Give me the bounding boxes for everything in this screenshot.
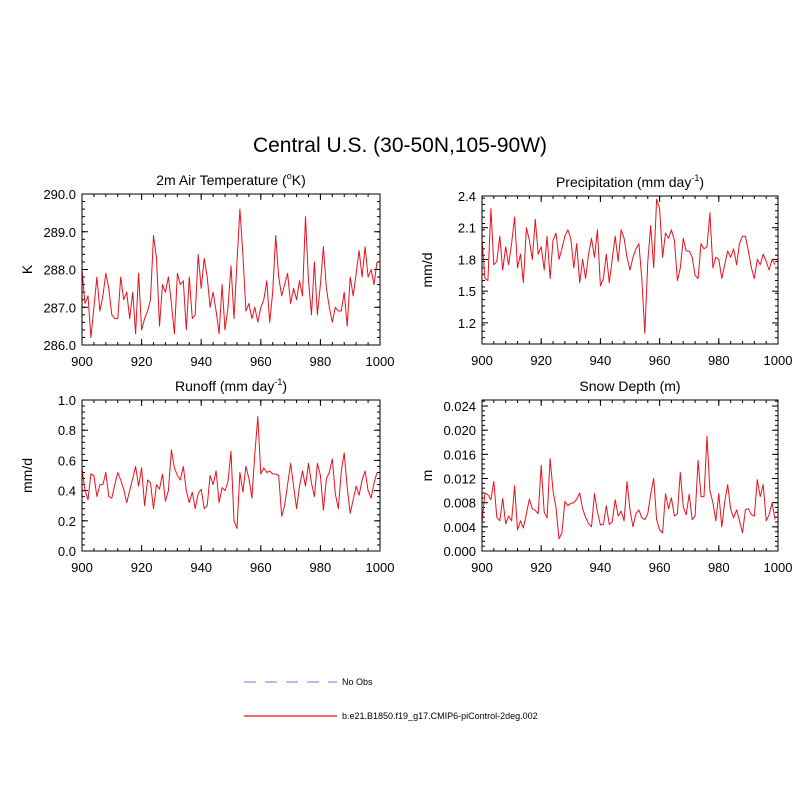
legend-label-no-obs: No Obs [342, 677, 373, 687]
precipitation-y-tick-label: 2.1 [458, 221, 476, 236]
precipitation-y-axis-label: mm/d [419, 253, 435, 288]
runoff-x-tick-label: 960 [250, 560, 272, 575]
air-temperature-y-axis-label: K [19, 264, 35, 274]
snow-depth-y-tick-label: 0.016 [443, 447, 476, 462]
air-temperature-x-tick-label: 940 [190, 354, 212, 369]
air-temperature-title-superscript: o [287, 171, 292, 181]
runoff-x-tick-label: 900 [71, 560, 93, 575]
runoff-x-tick-label: 1000 [366, 560, 395, 575]
precipitation-y-tick-label: 1.5 [458, 284, 476, 299]
runoff-series-line [81, 416, 378, 529]
figure-title: Central U.S. (30-50N,105-90W) [253, 134, 547, 157]
panel-air-temperature: 2m Air Temperature (oK) K 900 920 940 960 980 1… [19, 171, 394, 369]
snow-depth-y-tick-label: 0.024 [443, 399, 476, 414]
snow-depth-series-line [481, 435, 776, 540]
air-temperature-y-tick-label: 288.0 [43, 263, 76, 278]
precipitation-title: Precipitation (mm day-1) [556, 173, 704, 190]
air-temperature-x-tick-label: 920 [131, 354, 153, 369]
precipitation-x-tick-label: 980 [708, 353, 730, 368]
runoff-y-tick-label: 0.0 [58, 544, 76, 559]
air-temperature-title-suffix: K) [292, 172, 306, 188]
precipitation-y-tick-label: 1.2 [458, 316, 476, 331]
runoff-y-tick-label: 1.0 [58, 393, 76, 408]
precipitation-x-tick-label: 940 [590, 353, 612, 368]
runoff-x-tick-label: 940 [190, 560, 212, 575]
air-temperature-y-tick-label: 286.0 [43, 338, 76, 353]
snow-depth-plot-frame [481, 399, 779, 552]
air-temperature-y-tick-label: 290.0 [43, 187, 76, 202]
panel-precipitation: Precipitation (mm day-1) mm/d 900 920 940 960… [419, 173, 792, 368]
precipitation-title-superscript: -1 [691, 173, 699, 183]
snow-depth-x-tick-label: 920 [530, 560, 552, 575]
panel-runoff: Runoff (mm day-1) mm/d 900 920 940 960 980 1000… [19, 377, 394, 575]
runoff-title: Runoff (mm day-1) [175, 377, 287, 394]
snow-depth-y-tick-label: 0.020 [443, 423, 476, 438]
legend-label-model: b.e21.B1850.f19_g17.CMIP6-piControl-2deg… [342, 711, 538, 721]
snow-depth-x-tick-label: 900 [471, 560, 493, 575]
air-temperature-y-tick-label: 287.0 [43, 300, 76, 315]
snow-depth-y-axis-label: m [419, 470, 435, 482]
runoff-y-tick-label: 0.2 [58, 514, 76, 529]
runoff-y-tick-label: 0.8 [58, 423, 76, 438]
precipitation-title-text: Precipitation (mm day [556, 174, 691, 190]
runoff-title-text: Runoff (mm day [175, 378, 274, 394]
snow-depth-y-tick-label: 0.008 [443, 496, 476, 511]
runoff-title-suffix: ) [282, 378, 287, 394]
snow-depth-title: Snow Depth (m) [579, 378, 680, 394]
snow-depth-y-tick-label: 0.012 [443, 472, 476, 487]
runoff-x-tick-label: 920 [131, 560, 153, 575]
precipitation-y-tick-label: 2.4 [458, 189, 476, 204]
runoff-y-axis-label: mm/d [19, 458, 35, 493]
snow-depth-x-tick-label: 960 [649, 560, 671, 575]
precipitation-plot-frame [481, 195, 779, 345]
precipitation-series-line [481, 198, 776, 334]
precipitation-y-tick-label: 1.8 [458, 252, 476, 267]
precipitation-x-tick-label: 960 [649, 353, 671, 368]
air-temperature-title-text: 2m Air Temperature ( [156, 172, 287, 188]
air-temperature-y-tick-label: 289.0 [43, 225, 76, 240]
air-temperature-series-line [81, 208, 378, 338]
precipitation-x-tick-label: 900 [471, 353, 493, 368]
runoff-title-superscript: -1 [274, 377, 282, 387]
air-temperature-title: 2m Air Temperature (oK) [156, 171, 305, 188]
runoff-y-tick-label: 0.6 [58, 453, 76, 468]
snow-depth-x-tick-label: 940 [590, 560, 612, 575]
runoff-y-tick-label: 0.4 [58, 484, 76, 499]
air-temperature-x-tick-label: 1000 [366, 354, 395, 369]
precipitation-title-suffix: ) [699, 174, 704, 190]
snow-depth-x-tick-label: 980 [708, 560, 730, 575]
precipitation-x-tick-label: 920 [530, 353, 552, 368]
precipitation-x-tick-label: 1000 [764, 353, 793, 368]
runoff-x-tick-label: 980 [310, 560, 332, 575]
snow-depth-y-tick-label: 0.004 [443, 520, 476, 535]
snow-depth-x-tick-label: 1000 [764, 560, 793, 575]
legend: No Obs b.e21.B1850.f19_g17.CMIP6-piContr… [244, 677, 538, 721]
snow-depth-y-tick-label: 0.000 [443, 544, 476, 559]
air-temperature-x-tick-label: 900 [71, 354, 93, 369]
air-temperature-plot-frame [81, 193, 381, 346]
snow-depth-title-text: Snow Depth (m) [579, 378, 680, 394]
panel-snow-depth: Snow Depth (m) m 900 920 940 960 980 1000 0.000 0… [419, 378, 792, 575]
air-temperature-x-tick-label: 980 [310, 354, 332, 369]
air-temperature-x-tick-label: 960 [250, 354, 272, 369]
runoff-plot-frame [81, 399, 381, 552]
